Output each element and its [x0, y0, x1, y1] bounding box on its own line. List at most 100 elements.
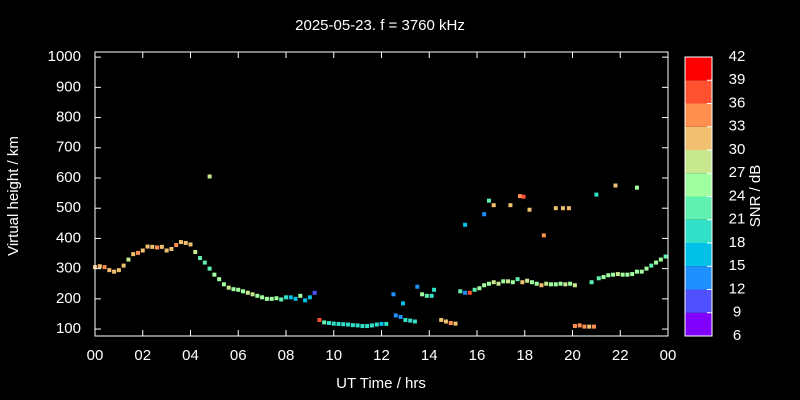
data-point	[486, 281, 491, 286]
data-point	[255, 293, 260, 298]
data-point	[303, 298, 308, 303]
data-point	[193, 250, 198, 255]
colorbar-tick-label: 21	[729, 211, 746, 228]
colorbar-swatch	[685, 173, 712, 197]
data-point	[639, 269, 644, 274]
data-point	[322, 320, 327, 325]
data-point	[288, 295, 293, 300]
data-point	[207, 266, 212, 271]
data-point	[463, 290, 468, 295]
data-point	[482, 283, 487, 288]
x-tick-label: 16	[469, 347, 486, 364]
data-point	[563, 282, 568, 287]
data-point	[506, 279, 511, 284]
data-point	[625, 272, 630, 277]
data-point	[587, 324, 592, 329]
colorbar-swatch	[685, 243, 712, 267]
data-point	[391, 292, 396, 297]
data-point	[202, 260, 207, 265]
data-point	[174, 243, 179, 248]
data-point	[150, 244, 155, 249]
data-point	[241, 289, 246, 294]
data-point	[634, 185, 639, 190]
colorbar-tick-label: 24	[729, 187, 746, 204]
colorbar-tick-label: 12	[729, 280, 746, 297]
data-point	[620, 272, 625, 277]
x-tick-label: 14	[421, 347, 438, 364]
colorbar-swatch	[685, 312, 712, 336]
data-point	[221, 282, 226, 287]
y-tick-label: 200	[56, 290, 81, 307]
data-point	[458, 289, 463, 294]
data-point	[198, 256, 203, 261]
x-tick-label: 10	[325, 347, 342, 364]
data-point	[529, 280, 534, 285]
colorbar-tick-label: 30	[729, 141, 746, 158]
y-tick-label: 600	[56, 169, 81, 186]
data-point	[429, 293, 434, 298]
data-point	[183, 240, 188, 245]
data-point	[398, 314, 403, 319]
data-point	[207, 174, 212, 179]
data-point	[491, 280, 496, 285]
data-point	[560, 206, 565, 211]
data-point	[508, 203, 513, 208]
data-point	[408, 318, 413, 323]
colorbar-swatch	[685, 289, 712, 313]
x-tick-label: 00	[87, 347, 104, 364]
data-point	[250, 292, 255, 297]
data-point	[155, 245, 160, 250]
data-point	[346, 322, 351, 327]
data-point	[520, 280, 525, 285]
data-point	[307, 295, 312, 300]
colorbar-label: SNR / dB	[747, 165, 764, 228]
colorbar-swatch	[685, 219, 712, 243]
data-point	[336, 321, 341, 326]
data-point	[226, 285, 231, 290]
data-point	[164, 248, 169, 253]
data-point	[360, 324, 365, 329]
y-tick-label: 1000	[48, 48, 81, 65]
x-tick-label: 02	[134, 347, 151, 364]
colorbar-tick-label: 27	[729, 164, 746, 181]
data-point	[534, 281, 539, 286]
data-point	[403, 317, 408, 322]
y-tick-label: 700	[56, 139, 81, 156]
data-point	[264, 296, 269, 301]
data-point	[412, 319, 417, 324]
data-point	[501, 279, 506, 284]
data-point	[544, 281, 549, 286]
data-point	[611, 272, 616, 277]
data-point	[601, 275, 606, 280]
data-point	[467, 290, 472, 295]
data-point	[341, 322, 346, 327]
colorbar-swatch	[685, 103, 712, 127]
data-point	[496, 281, 501, 286]
data-point	[572, 283, 577, 288]
data-point	[477, 286, 482, 291]
data-point	[439, 317, 444, 322]
data-point	[145, 244, 150, 249]
data-point	[527, 207, 532, 212]
data-point	[350, 323, 355, 328]
data-point	[486, 198, 491, 203]
data-point	[491, 203, 496, 208]
data-point	[515, 277, 520, 282]
data-point	[236, 287, 241, 292]
data-point	[644, 266, 649, 271]
colorbar-tick-label: 36	[729, 94, 746, 111]
data-point	[568, 281, 573, 286]
data-point	[630, 272, 635, 277]
data-point	[510, 280, 515, 285]
data-point	[558, 281, 563, 286]
data-point	[613, 183, 618, 188]
y-tick-label: 500	[56, 199, 81, 216]
data-point	[566, 206, 571, 211]
x-tick-label: 08	[278, 347, 295, 364]
data-point	[279, 297, 284, 302]
colorbar-swatch	[685, 80, 712, 104]
data-point	[298, 293, 303, 298]
data-point	[577, 323, 582, 328]
data-point	[260, 295, 265, 300]
data-point	[293, 296, 298, 301]
